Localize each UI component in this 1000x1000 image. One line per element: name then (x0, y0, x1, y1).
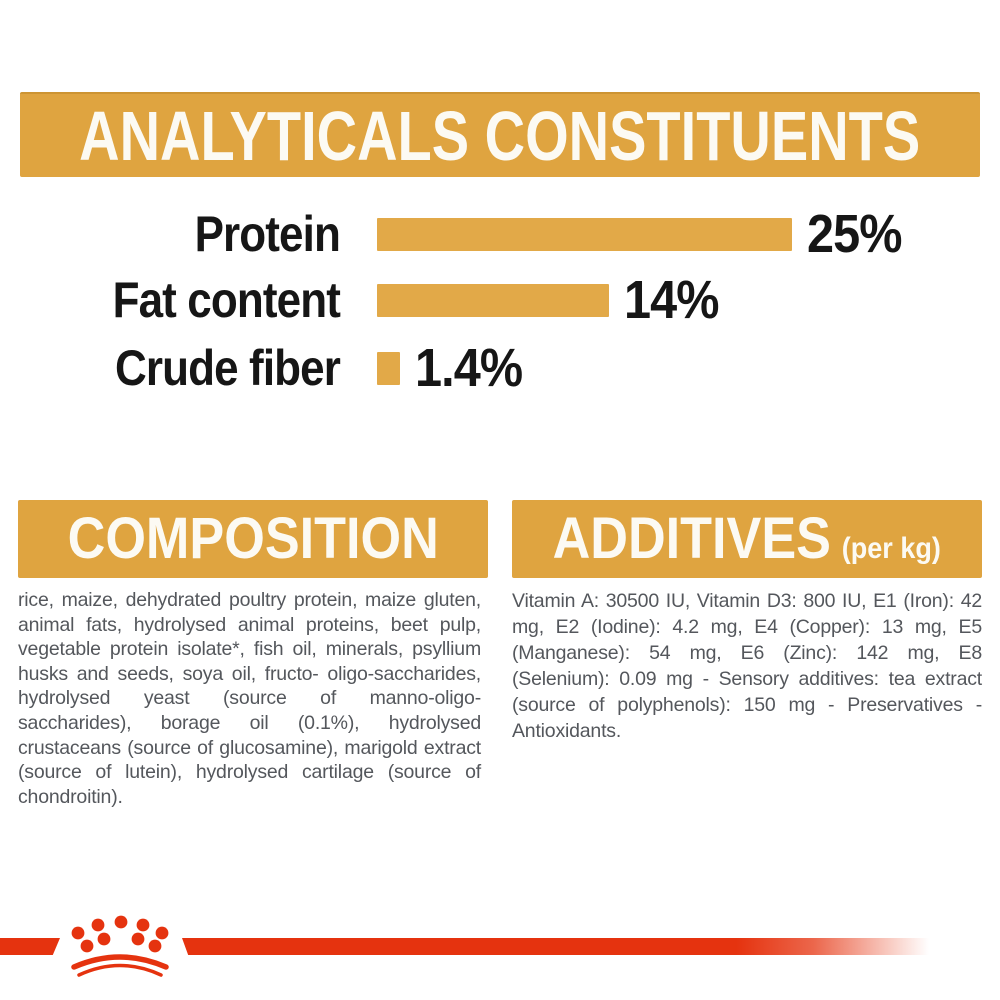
red-divider-bar-right (182, 938, 952, 955)
chart-row: Crude fiber 1.4% (0, 334, 1000, 402)
chart-bar (377, 351, 400, 385)
chart-row: Protein 25% (0, 200, 1000, 268)
chart-row-value: 1.4% (415, 338, 523, 398)
additives-title: ADDITIVES (552, 506, 832, 571)
composition-body: rice, maize, dehydrated poultry protein,… (18, 589, 481, 808)
chart-row-label: Protein (194, 206, 341, 262)
additives-body: Vitamin A: 30500 IU, Vitamin D3: 800 IU,… (512, 590, 982, 742)
red-divider-bar-left (0, 938, 60, 955)
chart-row-value: 25% (807, 204, 902, 264)
chart-row-value: 14% (624, 270, 719, 330)
analyticals-title: ANALYTICALS CONSTITUENTS (79, 96, 921, 175)
composition-header: COMPOSITION (18, 500, 488, 578)
chart-bar (377, 283, 609, 317)
chart-row-label: Crude fiber (114, 340, 341, 396)
chart-row-label: Fat content (112, 272, 341, 328)
additives-title-suffix: (per kg) (842, 532, 942, 565)
composition-title: COMPOSITION (67, 506, 439, 571)
additives-header: ADDITIVES (per kg) (512, 500, 982, 578)
royal-canin-crown-icon (71, 915, 169, 977)
analyticals-header: ANALYTICALS CONSTITUENTS (20, 92, 980, 177)
chart-row: Fat content 14% (0, 266, 1000, 334)
chart-bar (377, 217, 792, 251)
